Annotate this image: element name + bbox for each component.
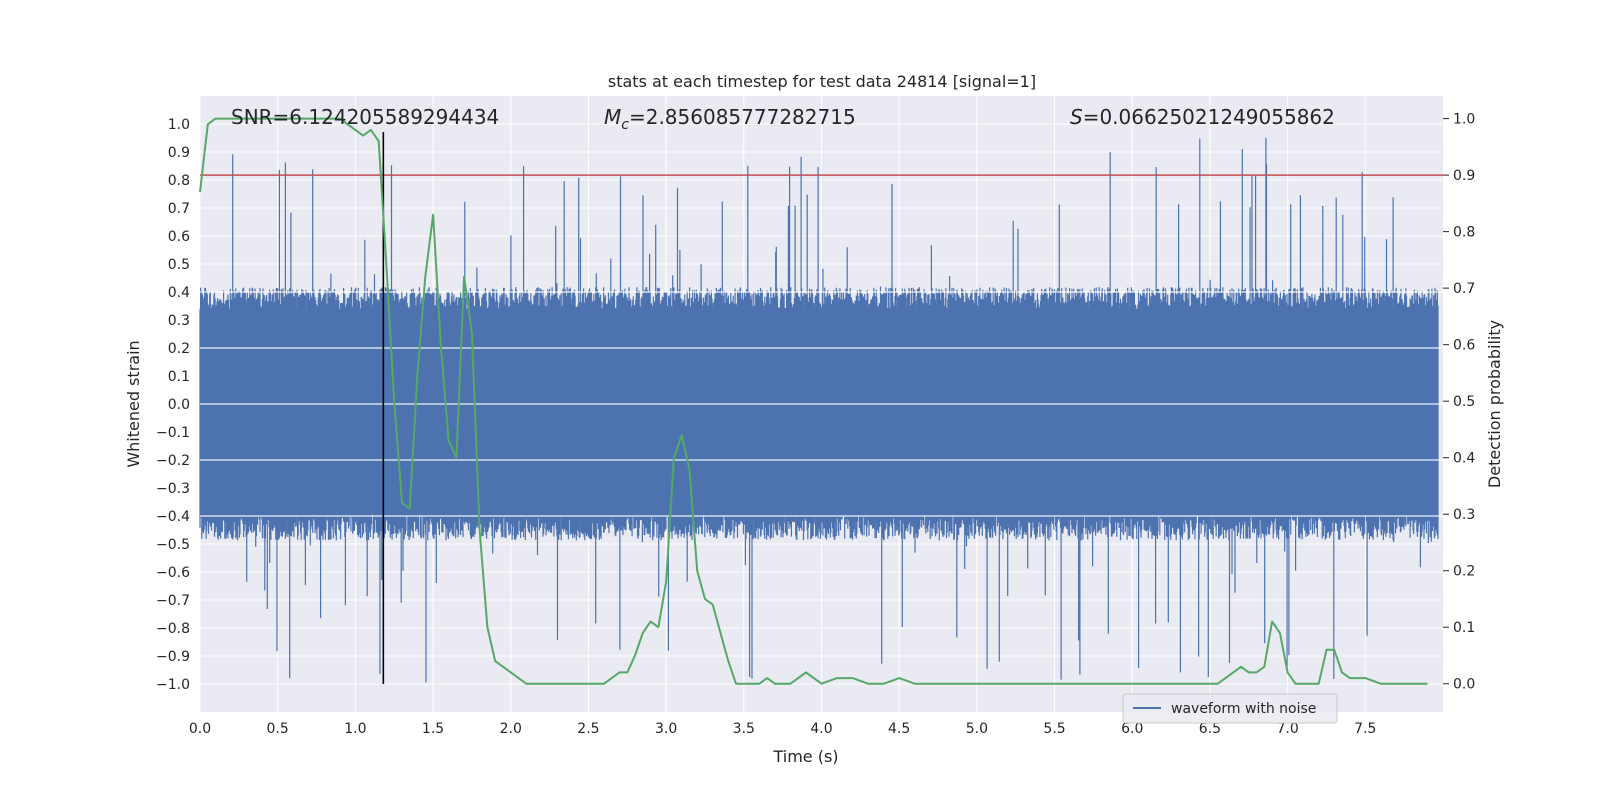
- x-tick-label: 1.5: [422, 721, 444, 737]
- x-tick-label: 7.0: [1276, 721, 1298, 737]
- y-tick-label: 0.1: [168, 369, 190, 385]
- x-tick-label: 2.5: [577, 721, 599, 737]
- chart-title: stats at each timestep for test data 248…: [608, 72, 1036, 91]
- x-tick-label: 4.0: [810, 721, 832, 737]
- chirp-mass-symbol: M: [604, 105, 621, 129]
- y2-tick-label: 0.0: [1453, 677, 1475, 693]
- y-tick-label: 0.3: [168, 313, 190, 329]
- x-tick-label: 3.5: [733, 721, 755, 737]
- y-tick-label: −0.3: [156, 481, 190, 497]
- legend-box: [1122, 693, 1338, 724]
- y-tick-label: −0.9: [156, 649, 190, 665]
- y-tick-label: −1.0: [156, 677, 190, 693]
- y2-tick-label: 0.3: [1453, 507, 1475, 523]
- y-tick-label: −0.8: [156, 621, 190, 637]
- y2-tick-label: 0.8: [1453, 225, 1475, 241]
- x-tick-label: 2.0: [500, 721, 522, 737]
- chirp-mass-subscript: c: [621, 117, 629, 133]
- y2-tick-label: 0.5: [1453, 394, 1475, 410]
- y2-tick-label: 0.4: [1453, 451, 1475, 467]
- x-tick-label: 3.0: [655, 721, 677, 737]
- x-tick-label: 5.5: [1043, 721, 1065, 737]
- y2-tick-label: 0.2: [1453, 564, 1475, 580]
- detection-probability-line: [199, 117, 1428, 685]
- y-tick-label: 0.7: [168, 201, 190, 217]
- x-tick-label: 6.5: [1199, 721, 1221, 737]
- spin-annotation: S=0.06625021249055862: [1070, 105, 1335, 129]
- overlay-lines: [200, 132, 1443, 684]
- chirp-mass-value: =2.856085777282715: [629, 105, 856, 129]
- y2-tick-label: 0.9: [1453, 168, 1475, 184]
- x-tick-label: 7.5: [1354, 721, 1376, 737]
- y2-tick-label: 1.0: [1453, 112, 1475, 128]
- y-tick-label: 0.2: [168, 341, 190, 357]
- y2-axis-label: Detection probability: [1485, 320, 1504, 488]
- x-tick-label: 6.0: [1121, 721, 1143, 737]
- spin-value: =0.06625021249055862: [1083, 105, 1335, 129]
- y-tick-label: 0.0: [168, 397, 190, 413]
- y-tick-label: 0.8: [168, 173, 190, 189]
- y-tick-label: −0.5: [156, 537, 190, 553]
- y-tick-label: −0.1: [156, 425, 190, 441]
- y2-tick-label: 0.7: [1453, 281, 1475, 297]
- y-tick-label: 0.9: [168, 145, 190, 161]
- legend: waveform with noise: [1122, 693, 1338, 724]
- chirp-mass-annotation: Mc=2.856085777282715: [604, 105, 856, 133]
- y-tick-label: 0.4: [168, 285, 190, 301]
- x-tick-label: 0.5: [267, 721, 289, 737]
- x-tick-label: 4.5: [888, 721, 910, 737]
- x-tick-label: 0.0: [189, 721, 211, 737]
- y-tick-label: −0.6: [156, 565, 190, 581]
- y-tick-label: 1.0: [168, 117, 190, 133]
- x-axis-label: Time (s): [772, 747, 838, 766]
- probability-series: [199, 117, 1428, 685]
- x-tick-label: 5.0: [966, 721, 988, 737]
- x-tick-label: 1.0: [344, 721, 366, 737]
- legend-label-waveform: waveform with noise: [1171, 701, 1316, 717]
- y-tick-label: −0.4: [156, 509, 190, 525]
- y-tick-label: 0.6: [168, 229, 190, 245]
- spin-symbol: S: [1070, 105, 1083, 129]
- tick-labels: 0.0 0.5 1.0 1.5 2.0 2.5 3.0 3.5 4.0 4.5 5.0 5.5 6.0 6…: [156, 112, 1475, 737]
- y-tick-label: 0.5: [168, 257, 190, 273]
- y-tick-label: −0.7: [156, 593, 190, 609]
- y2-tick-label: 0.1: [1453, 620, 1475, 636]
- y-axis-label: Whitened strain: [124, 340, 143, 467]
- y2-tick-label: 0.6: [1453, 338, 1475, 354]
- snr-annotation: SNR=6.124205589294434: [231, 105, 499, 129]
- y-tick-label: −0.2: [156, 453, 190, 469]
